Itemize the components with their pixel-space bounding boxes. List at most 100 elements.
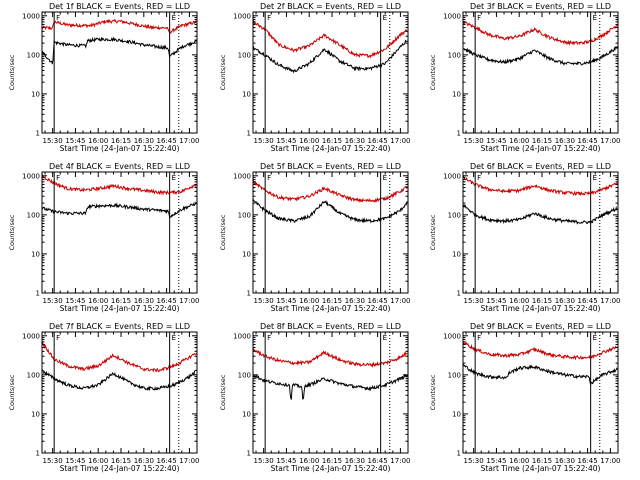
x-tick-label: 15:30 [43,457,63,465]
y-tick-label: 100 [238,211,251,219]
y-tick-label: 10 [31,410,40,418]
events-series-line [253,199,408,224]
events-series-line [253,39,408,74]
x-tick-label: 16:45 [368,137,388,145]
time-marker-label: E [383,334,387,342]
y-tick-label: 1 [247,130,251,138]
lld-series-line [253,19,408,59]
events-series-line [42,201,197,218]
panel-det-5: Det 5f BLACK = Events, RED = LLD F E 1 10 100… [219,162,410,313]
lld-series-line [253,179,408,204]
x-tick-label: 15:30 [43,137,63,145]
x-tick-label: 16:45 [578,137,598,145]
y-tick-label: 10 [452,250,461,258]
x-tick-label: 16:30 [134,137,154,145]
time-marker-label: E [383,14,387,22]
x-tick-label: 17:00 [600,457,620,465]
x-tick-label: 16:45 [578,297,598,305]
x-tick-label: 16:15 [532,137,552,145]
lld-series-line [463,175,618,197]
panel-title: Det 7f BLACK = Events, RED = LLD [49,322,190,331]
y-axis-label: Counts/sec [219,374,227,410]
y-tick-label: 10 [242,250,251,258]
y-tick-label: 1 [457,450,461,458]
x-tick-label: 15:45 [276,297,296,305]
x-tick-label: 16:30 [345,457,365,465]
x-tick-label: 16:45 [157,457,177,465]
y-tick-label: 10 [452,410,461,418]
x-tick-label: 17:00 [600,297,620,305]
x-tick-label: 16:00 [299,457,319,465]
panel-det-1: Det 1f BLACK = Events, RED = LLD F E 1 10 100… [8,2,199,153]
time-marker-label: F [56,14,60,22]
time-marker-label: F [477,334,481,342]
y-axis-label: Counts/sec [219,54,227,90]
x-tick-label: 15:45 [276,457,296,465]
x-tick-label: 15:45 [65,457,85,465]
y-axis-label: Counts/sec [8,214,16,250]
x-tick-label: 15:30 [254,297,274,305]
x-tick-label: 16:30 [134,457,154,465]
x-tick-label: 16:15 [322,297,342,305]
plot-frame [252,171,409,294]
x-tick-label: 17:00 [390,297,410,305]
time-marker-label: E [172,174,176,182]
y-tick-label: 100 [448,211,461,219]
x-tick-label: 16:00 [509,457,529,465]
panel-det-3: Det 3f BLACK = Events, RED = LLD F E 1 10 100… [429,2,620,153]
x-tick-label: 16:00 [509,137,529,145]
x-tick-label: 17:00 [390,457,410,465]
x-axis-label: Start Time (24-Jan-07 15:22:40) [60,464,180,473]
y-tick-label: 1000 [233,172,251,180]
plot-frame [252,331,409,454]
x-tick-label: 16:45 [157,137,177,145]
y-tick-label: 1000 [233,12,251,20]
time-marker-label: E [172,334,176,342]
time-marker-label: F [267,174,271,182]
x-tick-label: 15:45 [486,137,506,145]
y-tick-label: 100 [238,371,251,379]
y-tick-label: 1000 [233,332,251,340]
x-tick-label: 15:30 [464,137,484,145]
y-axis-label: Counts/sec [429,54,437,90]
x-tick-label: 15:30 [464,457,484,465]
lld-series-line [463,340,618,361]
y-tick-label: 10 [452,90,461,98]
lld-series-line [463,20,618,47]
x-tick-label: 17:00 [179,137,199,145]
x-tick-label: 16:30 [555,137,575,145]
x-tick-label: 15:45 [65,297,85,305]
x-axis-label: Start Time (24-Jan-07 15:22:40) [271,464,391,473]
time-marker-label: F [267,14,271,22]
lld-series-line [42,18,197,34]
y-tick-label: 10 [31,250,40,258]
y-tick-label: 1 [457,130,461,138]
x-tick-label: 16:15 [111,297,131,305]
time-marker-label: E [593,334,597,342]
x-tick-label: 16:15 [532,457,552,465]
x-tick-label: 16:30 [555,297,575,305]
panel-det-7: Det 7f BLACK = Events, RED = LLD F E 1 10 100… [8,322,199,473]
y-tick-label: 100 [448,371,461,379]
time-marker-label: E [383,174,387,182]
panel-title: Det 4f BLACK = Events, RED = LLD [49,162,190,171]
y-tick-label: 1 [457,290,461,298]
x-tick-label: 16:00 [299,297,319,305]
y-tick-label: 100 [27,51,40,59]
x-tick-label: 15:30 [254,457,274,465]
x-tick-label: 16:00 [88,297,108,305]
y-tick-label: 10 [242,90,251,98]
x-tick-label: 16:15 [111,137,131,145]
x-axis-label: Start Time (24-Jan-07 15:22:40) [481,144,601,153]
y-axis-label: Counts/sec [8,54,16,90]
x-axis-label: Start Time (24-Jan-07 15:22:40) [481,464,601,473]
panel-title: Det 9f BLACK = Events, RED = LLD [470,322,611,331]
x-axis-label: Start Time (24-Jan-07 15:22:40) [271,144,391,153]
y-axis-label: Counts/sec [429,214,437,250]
x-axis-label: Start Time (24-Jan-07 15:22:40) [481,304,601,313]
panel-det-6: Det 6f BLACK = Events, RED = LLD F E 1 10 100… [429,162,620,313]
x-tick-label: 17:00 [179,297,199,305]
y-tick-label: 1 [247,450,251,458]
x-axis-label: Start Time (24-Jan-07 15:22:40) [271,304,391,313]
x-axis-label: Start Time (24-Jan-07 15:22:40) [60,304,180,313]
